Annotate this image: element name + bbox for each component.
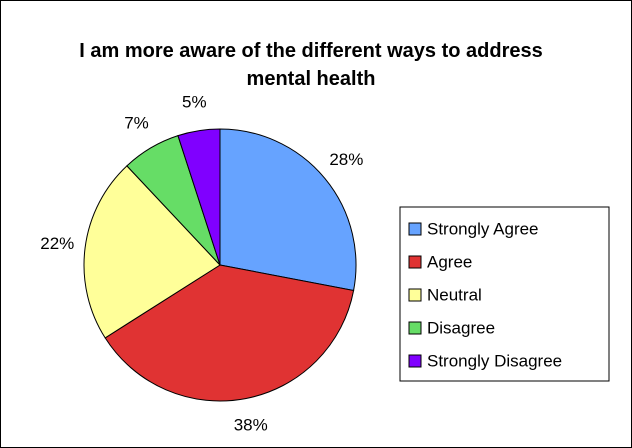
data-label: 38%	[234, 416, 268, 435]
legend-label: Strongly Agree	[427, 219, 539, 238]
legend-swatch	[408, 255, 422, 269]
legend-label: Strongly Disagree	[427, 351, 562, 370]
legend-box	[399, 206, 610, 382]
data-label: 7%	[124, 113, 149, 132]
pie-slice	[219, 128, 357, 292]
data-label: 28%	[329, 150, 363, 169]
chart-title: I am more aware of the different ways to…	[79, 40, 543, 90]
legend-swatch	[408, 222, 422, 236]
legend-label: Neutral	[427, 285, 482, 304]
legend-label: Disagree	[427, 318, 495, 337]
pie-slice	[83, 165, 221, 339]
pie-slice	[177, 128, 221, 266]
data-label: 22%	[40, 234, 74, 253]
legend-swatch	[408, 354, 422, 368]
legend-label: Agree	[427, 252, 472, 271]
data-label: 5%	[182, 93, 207, 112]
legend-swatch	[408, 321, 422, 335]
legend-swatch	[408, 288, 422, 302]
